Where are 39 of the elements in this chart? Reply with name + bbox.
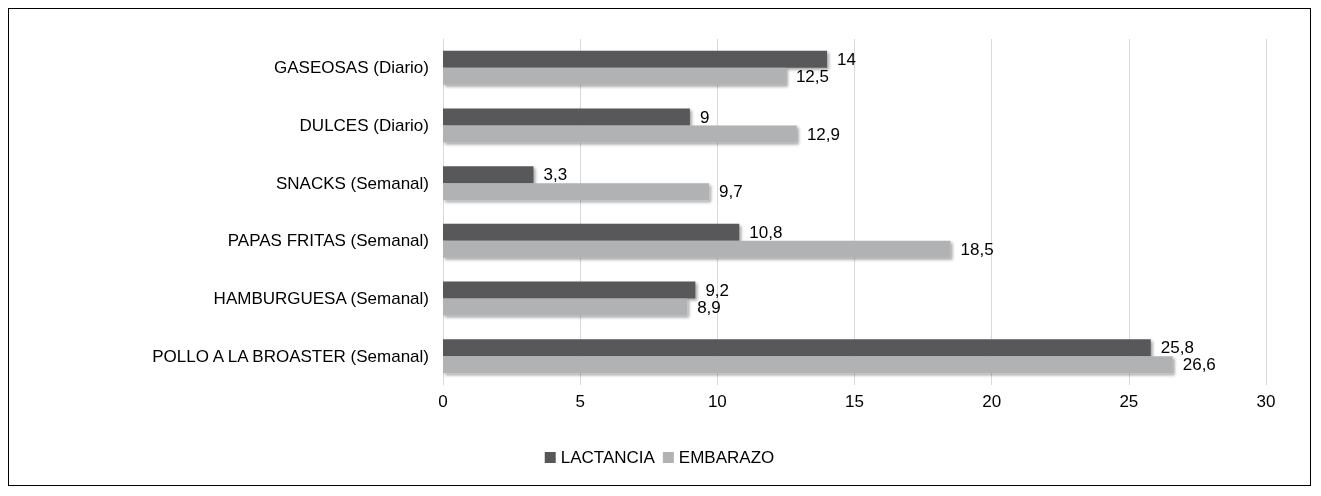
bar	[443, 339, 1151, 357]
data-label: 8,9	[697, 297, 721, 317]
data-label: 14	[837, 49, 856, 69]
bar	[443, 108, 690, 126]
y-tick-label: GASEOSAS (Diario)	[274, 58, 429, 78]
data-label: 26,6	[1182, 355, 1216, 375]
y-tick-label: SNACKS (Semanal)	[275, 173, 429, 193]
bar	[443, 67, 786, 85]
x-tick-label: 30	[1256, 392, 1276, 411]
bar	[443, 223, 740, 241]
legend-label: EMBARAZO	[678, 448, 775, 467]
bar	[443, 125, 797, 143]
data-label: 12,5	[795, 66, 830, 86]
bar	[443, 50, 828, 68]
y-tick-label: DULCES (Diario)	[299, 116, 429, 135]
bar	[443, 356, 1173, 374]
x-tick-label: 0	[438, 392, 448, 411]
legend-label: LACTANCIA	[560, 448, 656, 467]
bar	[443, 166, 534, 184]
data-label: 18,5	[960, 239, 994, 259]
data-label: 12,9	[806, 124, 840, 144]
data-label: 25,8	[1160, 338, 1194, 358]
x-tick-label: 15	[845, 392, 864, 411]
x-tick-label: 25	[1119, 392, 1139, 411]
x-tick-label: 10	[707, 392, 727, 411]
y-tick-label: POLLO A LA BROASTER (Semanal)	[152, 346, 429, 366]
data-label: 9	[699, 107, 710, 127]
data-label: 3,3	[543, 165, 568, 185]
data-label: 10,8	[749, 222, 783, 242]
bar	[443, 183, 710, 201]
y-tick-label: PAPAS FRITAS (Semanal)	[227, 231, 429, 251]
bar	[443, 240, 951, 258]
data-label: 9,7	[719, 182, 743, 202]
y-tick-label: HAMBURGUESA (Semanal)	[213, 289, 429, 308]
x-tick-label: 5	[575, 392, 585, 411]
bar	[443, 298, 688, 316]
bar	[443, 281, 696, 299]
data-label: 9,2	[705, 280, 730, 300]
x-tick-label: 20	[982, 392, 1002, 411]
